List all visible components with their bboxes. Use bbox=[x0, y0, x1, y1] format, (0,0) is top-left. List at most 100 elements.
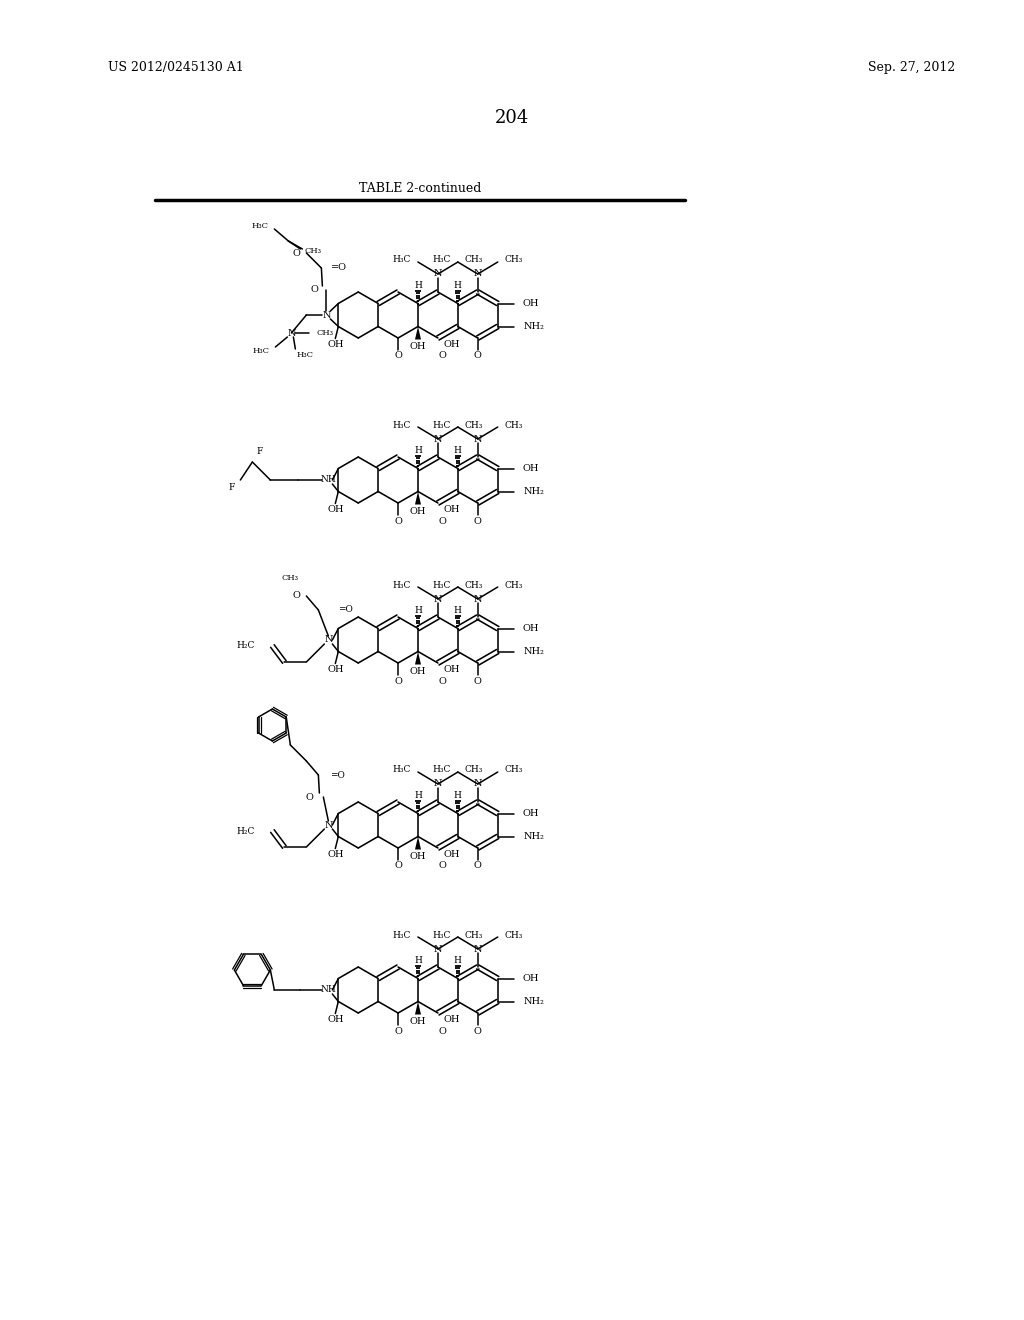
Text: OH: OH bbox=[443, 850, 460, 859]
Text: F: F bbox=[256, 447, 263, 457]
Text: H₃C: H₃C bbox=[392, 931, 411, 940]
Text: H₃C: H₃C bbox=[432, 581, 451, 590]
Text: N: N bbox=[434, 780, 442, 788]
Text: NH₂: NH₂ bbox=[523, 997, 545, 1006]
Text: N: N bbox=[434, 594, 442, 603]
Text: O: O bbox=[439, 351, 446, 360]
Text: CH₃: CH₃ bbox=[465, 766, 483, 775]
Text: CH₃: CH₃ bbox=[505, 766, 523, 775]
Text: O: O bbox=[293, 591, 300, 601]
Text: NH₂: NH₂ bbox=[523, 322, 545, 331]
Text: H: H bbox=[454, 281, 462, 290]
Text: O: O bbox=[439, 676, 446, 685]
Text: NH: NH bbox=[321, 475, 336, 484]
Text: 204: 204 bbox=[495, 110, 529, 127]
Text: OH: OH bbox=[410, 342, 426, 351]
Text: OH: OH bbox=[410, 507, 426, 516]
Text: H₃C: H₃C bbox=[251, 222, 268, 230]
Text: NH₂: NH₂ bbox=[523, 647, 545, 656]
Text: N: N bbox=[473, 945, 482, 953]
Text: H₃C: H₃C bbox=[392, 421, 411, 429]
Text: O: O bbox=[305, 792, 313, 801]
Text: O: O bbox=[394, 516, 402, 525]
Text: H₃C: H₃C bbox=[432, 931, 451, 940]
Text: TABLE 2-continued: TABLE 2-continued bbox=[358, 181, 481, 194]
Text: H: H bbox=[454, 606, 462, 615]
Text: H₃C: H₃C bbox=[252, 347, 269, 355]
Text: OH: OH bbox=[410, 667, 426, 676]
Text: CH₃: CH₃ bbox=[304, 247, 322, 255]
Text: CH₃: CH₃ bbox=[282, 574, 298, 582]
Text: =O: =O bbox=[338, 606, 353, 615]
Text: F: F bbox=[228, 483, 234, 492]
Text: CH₃: CH₃ bbox=[505, 421, 523, 429]
Text: CH₃: CH₃ bbox=[505, 581, 523, 590]
Text: H₃C: H₃C bbox=[432, 256, 451, 264]
Text: O: O bbox=[439, 516, 446, 525]
Text: O: O bbox=[394, 351, 402, 360]
Polygon shape bbox=[415, 652, 421, 664]
Text: N: N bbox=[323, 310, 331, 319]
Text: O: O bbox=[439, 862, 446, 870]
Text: CH₃: CH₃ bbox=[465, 256, 483, 264]
Text: O: O bbox=[474, 516, 481, 525]
Text: OH: OH bbox=[443, 1015, 460, 1024]
Text: OH: OH bbox=[443, 341, 460, 348]
Text: N: N bbox=[473, 780, 482, 788]
Text: OH: OH bbox=[522, 809, 540, 818]
Text: NH₂: NH₂ bbox=[523, 832, 545, 841]
Polygon shape bbox=[415, 491, 421, 504]
Text: NH: NH bbox=[321, 986, 336, 994]
Text: OH: OH bbox=[443, 665, 460, 675]
Text: H₃C: H₃C bbox=[432, 421, 451, 429]
Text: Sep. 27, 2012: Sep. 27, 2012 bbox=[868, 62, 955, 74]
Text: =O: =O bbox=[332, 264, 347, 272]
Text: H: H bbox=[454, 956, 462, 965]
Text: H₃C: H₃C bbox=[392, 256, 411, 264]
Text: CH₃: CH₃ bbox=[316, 329, 334, 337]
Text: O: O bbox=[474, 862, 481, 870]
Text: =O: =O bbox=[331, 771, 345, 780]
Text: O: O bbox=[394, 1027, 402, 1035]
Text: H₃C: H₃C bbox=[296, 351, 313, 359]
Text: OH: OH bbox=[522, 624, 540, 634]
Text: CH₃: CH₃ bbox=[505, 256, 523, 264]
Text: H: H bbox=[454, 791, 462, 800]
Text: O: O bbox=[310, 285, 318, 294]
Text: OH: OH bbox=[522, 300, 540, 308]
Text: N: N bbox=[287, 329, 296, 338]
Text: CH₃: CH₃ bbox=[465, 931, 483, 940]
Text: H: H bbox=[414, 791, 422, 800]
Polygon shape bbox=[415, 837, 421, 850]
Text: OH: OH bbox=[327, 506, 344, 513]
Text: O: O bbox=[293, 248, 300, 257]
Text: NH₂: NH₂ bbox=[523, 487, 545, 496]
Text: H: H bbox=[414, 606, 422, 615]
Text: H: H bbox=[454, 446, 462, 455]
Text: OH: OH bbox=[522, 974, 540, 983]
Text: CH₃: CH₃ bbox=[465, 421, 483, 429]
Text: H: H bbox=[414, 446, 422, 455]
Text: N: N bbox=[434, 945, 442, 953]
Text: N: N bbox=[434, 434, 442, 444]
Text: O: O bbox=[474, 676, 481, 685]
Polygon shape bbox=[415, 1002, 421, 1015]
Text: N: N bbox=[325, 635, 333, 644]
Text: OH: OH bbox=[522, 465, 540, 473]
Text: H: H bbox=[414, 956, 422, 965]
Text: O: O bbox=[394, 676, 402, 685]
Text: CH₃: CH₃ bbox=[465, 581, 483, 590]
Text: N: N bbox=[473, 434, 482, 444]
Polygon shape bbox=[415, 326, 421, 339]
Text: OH: OH bbox=[327, 665, 344, 675]
Text: US 2012/0245130 A1: US 2012/0245130 A1 bbox=[108, 62, 244, 74]
Text: H₂C: H₂C bbox=[236, 642, 254, 651]
Text: O: O bbox=[474, 1027, 481, 1035]
Text: OH: OH bbox=[410, 851, 426, 861]
Text: H₃C: H₃C bbox=[392, 766, 411, 775]
Text: OH: OH bbox=[327, 1015, 344, 1024]
Text: OH: OH bbox=[410, 1016, 426, 1026]
Text: O: O bbox=[474, 351, 481, 360]
Text: N: N bbox=[473, 269, 482, 279]
Text: H₃C: H₃C bbox=[392, 581, 411, 590]
